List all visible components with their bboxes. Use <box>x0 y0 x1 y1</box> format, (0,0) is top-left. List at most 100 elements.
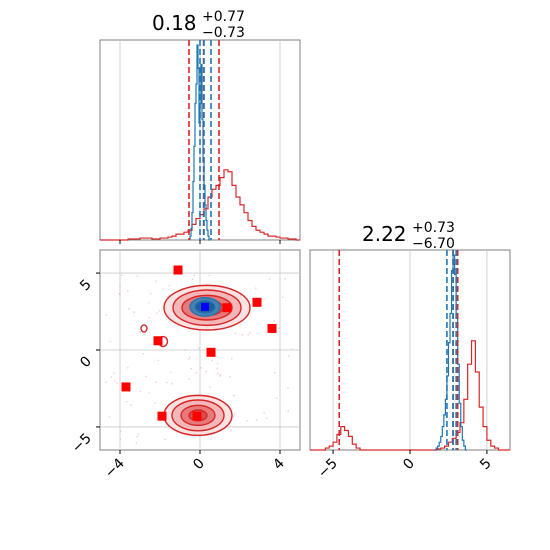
scatter-sample-2 <box>189 356 191 359</box>
contour-island-0 <box>140 324 148 333</box>
scatter-sample-82 <box>231 357 233 360</box>
scatter-sample-77 <box>109 340 112 343</box>
scatter-sample-21 <box>119 285 121 287</box>
scatter-sample-80 <box>205 370 207 373</box>
scatter-sample-11 <box>284 278 286 280</box>
scatter-sample-45 <box>105 381 107 383</box>
scatter-sample-52 <box>108 416 111 418</box>
scatter-sample-73 <box>155 381 157 383</box>
param1-title-plus: +0.77 <box>202 9 245 25</box>
tick-label-param2-x-1: 0 <box>400 456 418 474</box>
param1-title-value: 0.18 <box>152 11 197 35</box>
scatter-marker-1 <box>252 297 262 307</box>
scatter-sample-94 <box>200 367 202 369</box>
scatter-sample-50 <box>128 308 130 310</box>
tick-label-param2-y-0: −5 <box>69 430 95 456</box>
scatter-marker-0 <box>173 265 183 275</box>
scatter-sample-75 <box>119 430 122 433</box>
scatter-sample-57 <box>119 438 122 441</box>
scatter-sample-0 <box>198 347 200 349</box>
scatter-sample-71 <box>168 284 171 287</box>
scatter-sample-47 <box>121 274 123 277</box>
scatter-sample-51 <box>276 397 278 399</box>
param2-title-minus: −6.70 <box>412 236 455 252</box>
scatter-sample-49 <box>216 362 219 365</box>
scatter-sample-108 <box>263 412 265 414</box>
scatter-sample-76 <box>139 390 142 393</box>
scatter-sample-38 <box>281 296 284 299</box>
scatter-sample-91 <box>290 348 293 350</box>
tick-label-param1-x-1: 0 <box>190 456 208 474</box>
histogram-param2-primary <box>310 340 510 451</box>
scatter-sample-87 <box>255 287 257 289</box>
scatter-sample-12 <box>127 367 129 369</box>
scatter-sample-10 <box>137 433 140 436</box>
scatter-sample-85 <box>274 371 276 374</box>
histogram-param2-secondary <box>434 254 467 451</box>
scatter-sample-88 <box>208 274 211 277</box>
scatter-sample-41 <box>166 381 168 384</box>
scatter-sample-13 <box>287 410 289 412</box>
scatter-sample-4 <box>217 372 219 375</box>
scatter-sample-5 <box>158 310 161 312</box>
scatter-sample-35 <box>246 419 249 422</box>
scatter-marker-5 <box>206 347 216 357</box>
scatter-sample-29 <box>234 332 237 335</box>
scatter-sample-56 <box>136 435 138 438</box>
tick-label-param2-x-0: −5 <box>315 456 341 482</box>
scatter-sample-109 <box>170 371 172 374</box>
scatter-marker-7 <box>157 411 167 421</box>
scatter-sample-25 <box>249 331 252 334</box>
scatter-sample-102 <box>288 355 290 357</box>
scatter-sample-61 <box>157 359 160 362</box>
tick-label-param1-x-0: −4 <box>102 455 128 481</box>
scatter-sample-20 <box>171 383 173 385</box>
scatter-sample-81 <box>127 290 129 292</box>
param2-title-plus: +0.73 <box>412 220 455 236</box>
scatter-sample-107 <box>219 375 221 377</box>
scatter-sample-36 <box>155 312 158 314</box>
scatter-sample-99 <box>233 413 236 416</box>
scatter-sample-69 <box>105 314 108 316</box>
scatter-sample-106 <box>162 288 165 291</box>
scatter-sample-78 <box>188 378 190 380</box>
scatter-sample-74 <box>118 293 121 295</box>
scatter-sample-92 <box>229 376 231 378</box>
scatter-sample-96 <box>113 379 116 382</box>
param2-title-value: 2.22 <box>362 222 407 246</box>
scatter-sample-72 <box>241 334 244 336</box>
scatter-sample-46 <box>216 367 218 370</box>
scatter-sample-34 <box>154 402 157 404</box>
scatter-sample-105 <box>148 317 151 319</box>
histogram-param1-primary <box>100 169 300 241</box>
scatter-sample-63 <box>148 392 150 394</box>
scatter-sample-59 <box>265 417 268 420</box>
scatter-sample-22 <box>149 292 152 295</box>
scatter-sample-30 <box>287 387 289 389</box>
scatter-sample-84 <box>192 278 194 281</box>
scatter-sample-18 <box>209 386 211 388</box>
param1-title: 0.18 +0.77 −0.73 <box>152 9 245 41</box>
scatter-sample-15 <box>232 394 235 397</box>
scatter-sample-16 <box>136 275 139 277</box>
scatter-sample-31 <box>188 358 190 360</box>
scatter-sample-26 <box>130 404 132 406</box>
scatter-sample-95 <box>273 320 275 322</box>
scatter-sample-33 <box>190 367 192 370</box>
tick-label-param2-y-2: 5 <box>77 277 95 295</box>
scatter-marker-4 <box>153 336 163 346</box>
truth-marker <box>201 302 209 311</box>
scatter-marker-6 <box>121 382 131 392</box>
scatter-sample-42 <box>145 375 147 378</box>
scatter-sample-24 <box>219 374 222 376</box>
scatter-sample-9 <box>211 359 213 362</box>
scatter-sample-53 <box>239 324 242 326</box>
scatter-marker-8 <box>192 411 202 421</box>
param2-title: 2.22 +0.73 −6.70 <box>362 220 455 252</box>
scatter-marker-3 <box>267 323 277 333</box>
scatter-sample-44 <box>155 280 157 282</box>
scatter-sample-68 <box>195 372 198 374</box>
scatter-sample-8 <box>233 415 235 417</box>
